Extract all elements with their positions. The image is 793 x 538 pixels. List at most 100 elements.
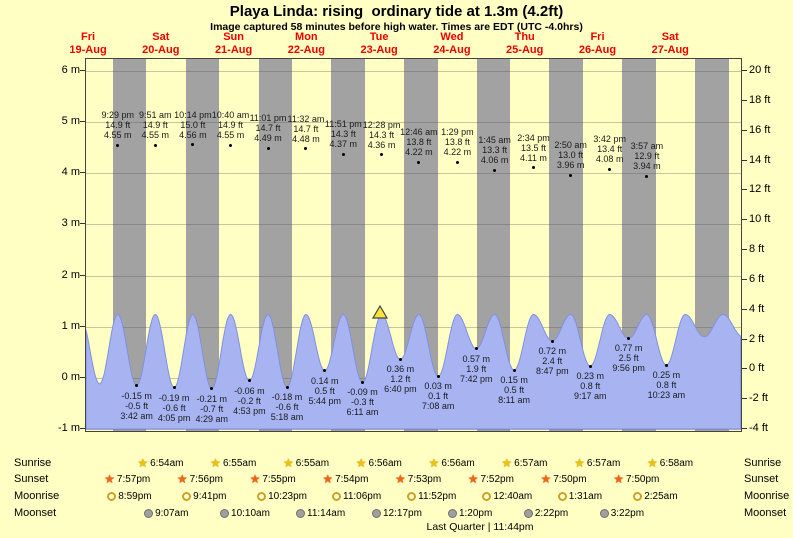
sunset-entry: ★ 7:52pm (468, 472, 514, 486)
feet-axis-label: 10 ft (749, 213, 771, 226)
high-tide-label: 12:28 pm 14.3 ft 4.36 m (362, 119, 401, 150)
day-label: Sat 20-Aug (142, 31, 180, 56)
meters-axis-label: 3 m (61, 217, 80, 230)
moonset-entry: 12:17pm (371, 506, 422, 520)
tide-dot (436, 374, 440, 378)
feet-axis-label: 12 ft (749, 183, 771, 196)
high-tide-label: 11:01 pm 14.7 ft 4.49 m (249, 113, 287, 144)
gridline (86, 71, 741, 72)
low-tide-label: 0.72 m 2.4 ft 8:47 pm (536, 346, 569, 377)
axis-tick (742, 398, 747, 400)
tide-dot (645, 174, 649, 178)
feet-axis-label: -2 ft (749, 392, 768, 405)
astro-row-label: Sunset (744, 473, 779, 485)
moonset-entry: 2:22pm (523, 506, 569, 520)
moonrise-entry: 12:40am (482, 489, 532, 503)
axis-tick (742, 278, 747, 280)
astro-time: 6:56am (441, 457, 475, 469)
low-tide-label: -0.19 m -0.6 ft 4:05 pm (157, 392, 191, 423)
moonrise-entry: 1:31am (557, 489, 602, 503)
axis-tick (742, 219, 747, 221)
sunrise-star-icon: ★ (137, 455, 149, 470)
tide-dot (380, 153, 384, 157)
sunrise-entry: ★ 6:57am (501, 456, 547, 470)
high-tide-label: 11:32 am 14.7 ft 4.48 m (287, 113, 325, 144)
tide-dot (247, 379, 251, 383)
sunset-entry: ★ 7:56pm (177, 472, 223, 486)
gridline (86, 122, 741, 124)
astro-time: 7:50pm (625, 473, 660, 485)
moonset-icon (599, 508, 609, 518)
low-tide-label: 0.03 m 0.1 ft 7:08 am (421, 381, 455, 412)
astro-time: 6:54am (150, 457, 184, 469)
tide-dot (135, 384, 139, 388)
astro-time: 7:55pm (262, 473, 296, 485)
high-tide-label: 9:29 pm 14.9 ft 4.55 m (101, 110, 135, 141)
high-tide-label: 9:51 am 14.9 ft 4.55 m (139, 110, 172, 141)
astro-time: 6:57am (586, 457, 621, 469)
feet-axis-label: 2 ft (749, 332, 765, 345)
astro-time: 7:54pm (335, 473, 369, 485)
astro-time: 6:55am (295, 457, 330, 469)
astro-time: 8:59pm (118, 490, 152, 502)
moonrise-icon (182, 491, 192, 501)
meters-axis-label: -1 m (58, 422, 80, 434)
feet-axis-label: 16 ft (749, 123, 771, 136)
astro-time: 12:17pm (382, 507, 422, 519)
tide-dot (360, 380, 364, 384)
meters-axis-label: 1 m (61, 319, 80, 332)
moonset-entry: 10:10am (220, 506, 270, 520)
sunrise-star-icon: ★ (428, 455, 440, 470)
moonrise-entry: 11:52pm (407, 489, 456, 503)
high-tide-label: 1:29 pm 13.8 ft 4.22 m (441, 127, 474, 158)
sunrise-star-icon: ★ (355, 455, 367, 470)
sunset-star-icon: ★ (540, 471, 552, 486)
sunset-star-icon: ★ (104, 471, 115, 486)
feet-axis-label: 6 ft (749, 272, 765, 285)
low-tide-label: -0.15 m -0.5 ft 3:42 am (120, 390, 153, 421)
sunset-star-icon: ★ (176, 471, 188, 486)
moonrise-entry: 10:23pm (257, 489, 307, 503)
astro-time: 11:06pm (343, 490, 382, 502)
tide-dot (285, 385, 289, 389)
high-tide-label: 2:50 am 13.0 ft 3.96 m (554, 140, 587, 171)
axis-tick (80, 223, 85, 225)
low-tide-label: 0.15 m 0.5 ft 8:11 am (498, 375, 531, 406)
moonrise-entry: 8:59pm (107, 489, 152, 503)
sunrise-star-icon: ★ (574, 455, 585, 470)
tide-dot (664, 363, 668, 367)
astro-time: 2:22pm (534, 507, 569, 519)
axis-tick (742, 70, 747, 71)
low-tide-label: -0.18 m -0.6 ft 5:18 am (270, 392, 304, 423)
low-tide-label: 0.14 m 0.5 ft 5:44 pm (308, 375, 341, 406)
high-tide-label: 10:14 pm 15.0 ft 4.56 m (174, 109, 212, 140)
tide-dot (210, 387, 214, 391)
tide-dot (398, 357, 402, 361)
sunrise-star-icon: ★ (282, 455, 294, 470)
moon-phase-footer: Last Quarter | 11:44pm (426, 521, 534, 533)
axis-tick (742, 99, 747, 101)
tide-dot (323, 369, 327, 373)
astro-time: 6:55am (222, 457, 257, 469)
axis-tick (80, 376, 85, 378)
high-tide-label: 10:40 am 14.9 ft 4.55 m (211, 110, 250, 141)
moonset-icon (220, 508, 230, 518)
tide-dot (569, 173, 573, 177)
tide-curve (86, 313, 741, 430)
moonset-icon (523, 508, 533, 518)
high-tide-label: 12:46 am 13.8 ft 4.22 m (400, 127, 438, 158)
astro-time: 10:23pm (268, 490, 307, 502)
sunrise-star-icon: ★ (210, 455, 221, 470)
moonrise-icon (557, 491, 567, 501)
moonrise-icon (407, 491, 417, 501)
day-label: Mon 22-Aug (287, 31, 325, 56)
astro-time: 7:53pm (407, 473, 442, 485)
sunset-entry: ★ 7:50pm (540, 472, 586, 486)
feet-axis-label: 14 ft (749, 153, 771, 166)
moonrise-icon (257, 491, 267, 501)
tide-dot (455, 160, 459, 164)
feet-axis-label: 4 ft (749, 302, 765, 315)
tide-dot (153, 143, 157, 147)
moonrise-icon (482, 491, 492, 501)
tide-dot (417, 160, 421, 164)
